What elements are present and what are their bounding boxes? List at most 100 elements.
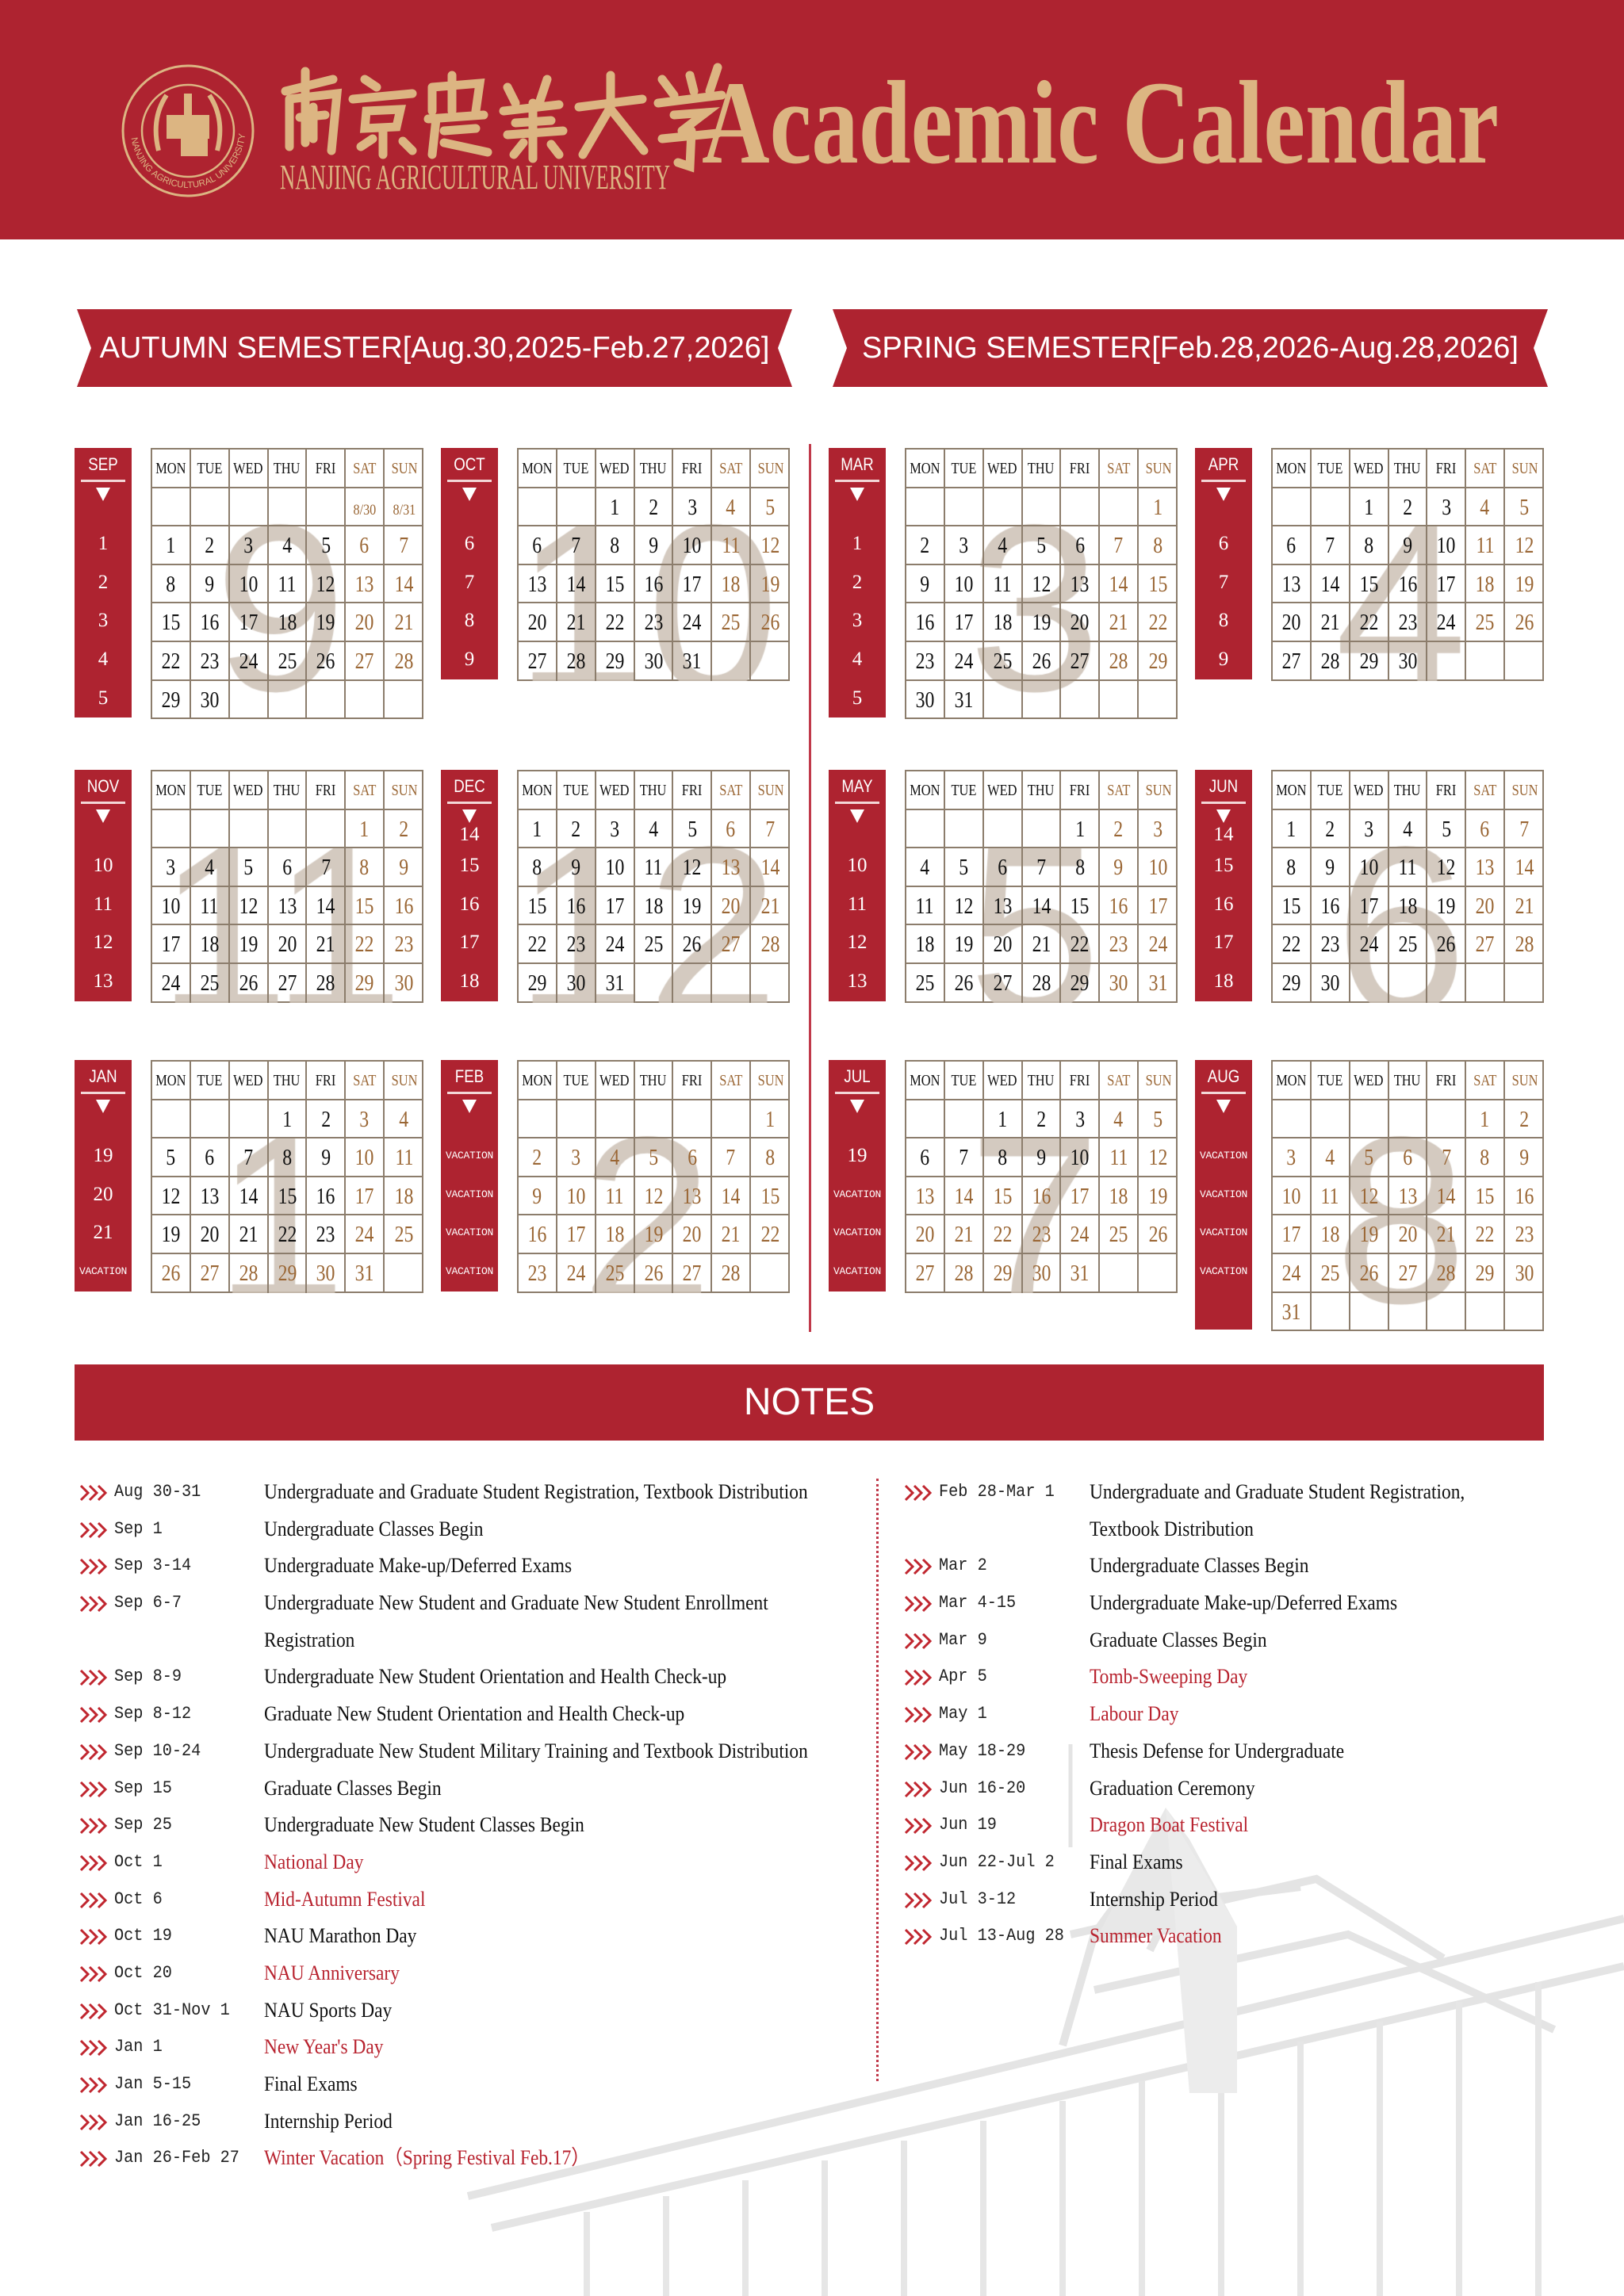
day-cell[interactable]: 12 <box>307 564 347 604</box>
day-cell[interactable]: 23 <box>1311 925 1350 964</box>
day-cell[interactable]: 12 <box>229 886 269 926</box>
day-cell[interactable]: 5 <box>673 809 713 849</box>
day-cell[interactable]: 18 <box>596 1215 635 1254</box>
day-cell[interactable]: 19 <box>307 603 347 642</box>
day-cell[interactable]: 25 <box>906 964 945 1003</box>
day-cell[interactable]: 28 <box>945 1254 984 1293</box>
day-cell[interactable]: 8 <box>1350 526 1389 565</box>
day-cell[interactable]: 29 <box>984 1254 1023 1293</box>
day-cell[interactable]: 10 <box>557 1177 596 1216</box>
day-cell[interactable]: 3 <box>1061 1100 1101 1139</box>
day-cell[interactable]: 25 <box>385 1215 424 1254</box>
day-cell[interactable]: 13 <box>712 848 752 887</box>
day-cell[interactable]: 30 <box>1312 964 1350 1003</box>
day-cell[interactable]: 7 <box>1427 1138 1467 1177</box>
day-cell[interactable]: 6 <box>1061 526 1101 565</box>
day-cell[interactable]: 13 <box>346 564 385 604</box>
day-cell[interactable]: 28 <box>751 925 791 964</box>
day-cell[interactable]: 25 <box>596 1254 635 1293</box>
day-cell[interactable]: 10 <box>944 564 984 604</box>
day-cell[interactable]: 31 <box>346 1254 385 1293</box>
day-cell[interactable]: 27 <box>673 1254 713 1293</box>
day-cell[interactable]: 9 <box>519 1177 557 1216</box>
day-cell[interactable]: 23 <box>1022 1215 1062 1254</box>
day-cell[interactable]: 4 <box>596 1138 635 1177</box>
day-cell[interactable]: 18 <box>1311 1215 1350 1254</box>
day-cell[interactable]: 6 <box>673 1138 713 1177</box>
day-cell[interactable]: 22 <box>152 642 191 681</box>
day-cell[interactable]: 8 <box>1139 526 1178 565</box>
day-cell[interactable]: 11 <box>190 886 230 926</box>
day-cell[interactable]: 25 <box>268 642 308 681</box>
day-cell[interactable]: 13 <box>1061 564 1101 604</box>
day-cell[interactable]: 20 <box>1466 886 1506 926</box>
day-cell[interactable]: 26 <box>1505 603 1545 642</box>
day-cell[interactable]: 2 <box>1100 809 1139 849</box>
day-cell[interactable]: 11 <box>596 1177 635 1216</box>
day-cell[interactable]: 5 <box>152 1138 191 1177</box>
day-cell[interactable]: 6 <box>983 848 1023 887</box>
day-cell[interactable]: 7 <box>1022 848 1062 887</box>
day-cell[interactable]: 15 <box>1061 886 1101 926</box>
day-cell[interactable]: 30 <box>1023 1254 1062 1293</box>
day-cell[interactable]: 10 <box>1273 1177 1312 1216</box>
day-cell[interactable]: 30 <box>557 964 596 1003</box>
day-cell[interactable]: 4 <box>712 488 752 527</box>
day-cell[interactable]: 29 <box>1273 964 1312 1003</box>
day-cell[interactable]: 3 <box>346 1100 385 1139</box>
day-cell[interactable]: 17 <box>557 1215 596 1254</box>
day-cell[interactable]: 8/31 <box>385 488 424 527</box>
day-cell[interactable]: 24 <box>229 642 269 681</box>
day-cell[interactable]: 27 <box>1466 925 1506 964</box>
day-cell[interactable]: 21 <box>229 1215 269 1254</box>
day-cell[interactable]: 14 <box>1100 564 1139 604</box>
day-cell[interactable]: 12 <box>1139 1138 1178 1177</box>
day-cell[interactable]: 4 <box>1388 809 1428 849</box>
day-cell[interactable]: 6 <box>519 526 557 565</box>
day-cell[interactable]: 17 <box>346 1177 385 1216</box>
day-cell[interactable]: 16 <box>307 1177 347 1216</box>
day-cell[interactable]: 17 <box>229 603 269 642</box>
day-cell[interactable]: 31 <box>945 680 984 720</box>
day-cell[interactable]: 28 <box>385 642 424 681</box>
day-cell[interactable]: 30 <box>191 680 230 720</box>
day-cell[interactable]: 7 <box>712 1138 752 1177</box>
day-cell[interactable]: 23 <box>385 925 424 964</box>
day-cell[interactable]: 26 <box>230 964 269 1003</box>
day-cell[interactable]: 7 <box>1311 526 1350 565</box>
day-cell[interactable]: 4 <box>1100 1100 1139 1139</box>
day-cell[interactable]: 13 <box>519 564 557 604</box>
day-cell[interactable]: 25 <box>1100 1215 1139 1254</box>
day-cell[interactable]: 18 <box>1388 886 1428 926</box>
day-cell[interactable]: 6 <box>1388 1138 1428 1177</box>
day-cell[interactable]: 5 <box>1139 1100 1178 1139</box>
day-cell[interactable]: 1 <box>751 1100 791 1139</box>
day-cell[interactable]: 21 <box>1022 925 1062 964</box>
day-cell[interactable]: 26 <box>635 1254 674 1293</box>
day-cell[interactable]: 26 <box>945 964 984 1003</box>
day-cell[interactable]: 21 <box>944 1215 984 1254</box>
day-cell[interactable]: 15 <box>596 564 635 604</box>
day-cell[interactable]: 18 <box>190 925 230 964</box>
day-cell[interactable]: 28 <box>712 1254 752 1293</box>
day-cell[interactable]: 22 <box>1139 603 1178 642</box>
day-cell[interactable]: 10 <box>1061 1138 1101 1177</box>
day-cell[interactable]: 3 <box>1350 809 1389 849</box>
day-cell[interactable]: 7 <box>1100 526 1139 565</box>
day-cell[interactable]: 14 <box>307 886 347 926</box>
day-cell[interactable]: 2 <box>1311 809 1350 849</box>
day-cell[interactable]: 10 <box>229 564 269 604</box>
day-cell[interactable]: 17 <box>152 925 191 964</box>
day-cell[interactable]: 31 <box>596 964 635 1003</box>
day-cell[interactable]: 1 <box>152 526 191 565</box>
day-cell[interactable]: 17 <box>1350 886 1389 926</box>
day-cell[interactable]: 28 <box>1427 1254 1467 1293</box>
day-cell[interactable]: 22 <box>1273 925 1312 964</box>
day-cell[interactable]: 24 <box>944 642 984 681</box>
day-cell[interactable]: 25 <box>1311 1254 1350 1293</box>
day-cell[interactable]: 15 <box>983 1177 1023 1216</box>
day-cell[interactable]: 21 <box>751 887 791 926</box>
day-cell[interactable]: 20 <box>1388 1215 1428 1254</box>
day-cell[interactable]: 14 <box>751 848 791 887</box>
day-cell[interactable]: 25 <box>191 964 230 1003</box>
